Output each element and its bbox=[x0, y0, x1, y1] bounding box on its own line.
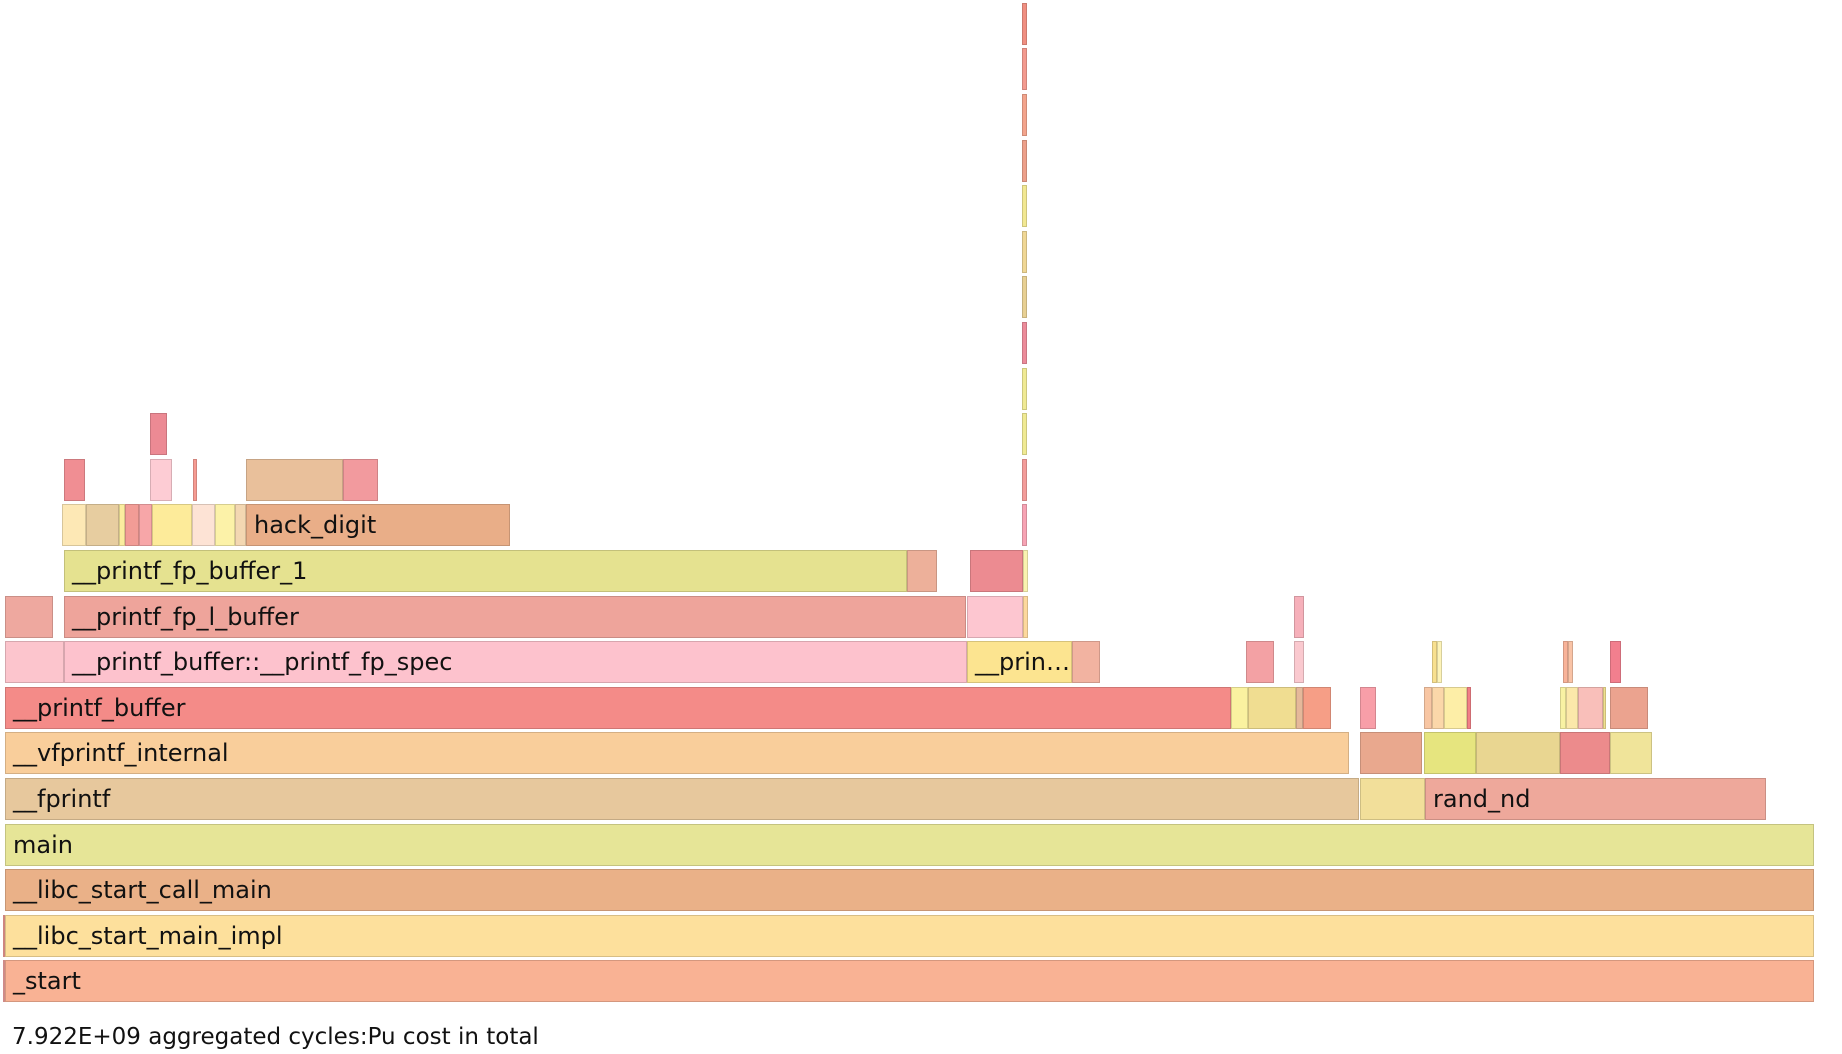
frame-prin[interactable]: __prin… bbox=[967, 641, 1072, 684]
frame-55[interactable] bbox=[152, 504, 192, 547]
frame-printf-fp-buffer-1[interactable]: __printf_fp_buffer_1 bbox=[64, 550, 907, 592]
frame-33[interactable] bbox=[1072, 641, 1100, 684]
frame-label: __fprintf bbox=[13, 785, 111, 813]
frame-66[interactable] bbox=[1022, 458, 1027, 501]
frame-74[interactable] bbox=[1022, 139, 1027, 182]
frame-12[interactable] bbox=[1476, 732, 1560, 775]
frame-68[interactable] bbox=[1022, 413, 1027, 456]
frame-75[interactable] bbox=[1022, 94, 1027, 136]
total-cost-label: 7.922E+09 aggregated cycles:Pu cost in t… bbox=[12, 1024, 539, 1050]
frame-58[interactable] bbox=[235, 504, 246, 547]
frame-label: hack_digit bbox=[254, 511, 377, 540]
frame-label: __printf_buffer bbox=[13, 693, 186, 722]
frame-37[interactable] bbox=[1437, 641, 1442, 684]
frame-44[interactable] bbox=[1023, 595, 1028, 638]
frame-43[interactable] bbox=[967, 595, 1023, 638]
frame-19[interactable] bbox=[1303, 686, 1331, 729]
frame-70[interactable] bbox=[1022, 322, 1027, 364]
frame-2[interactable] bbox=[3, 914, 5, 957]
frame-14[interactable] bbox=[1610, 732, 1652, 775]
frame-25[interactable] bbox=[1560, 686, 1566, 729]
frame-22[interactable] bbox=[1432, 686, 1444, 729]
frame-16[interactable] bbox=[1231, 686, 1248, 729]
frame-48[interactable] bbox=[970, 550, 1023, 592]
frame-45[interactable] bbox=[1294, 595, 1304, 638]
frame-35[interactable] bbox=[1294, 641, 1304, 684]
frame-72[interactable] bbox=[1022, 230, 1027, 273]
frame-36[interactable] bbox=[1432, 641, 1437, 684]
frame-30[interactable] bbox=[5, 641, 64, 684]
frame-fprintf[interactable]: __fprintf bbox=[5, 778, 1359, 820]
frame-51[interactable] bbox=[86, 504, 119, 547]
frame-printf-fp-l-buffer[interactable]: __printf_fp_l_buffer bbox=[64, 595, 966, 638]
frame-38[interactable] bbox=[1563, 641, 1568, 684]
frame-40[interactable] bbox=[1610, 641, 1621, 684]
frame-label: __libc_start_main_impl bbox=[13, 921, 283, 950]
frame-label: __libc_start_call_main bbox=[13, 876, 272, 905]
frame-printf-buffer-printf-fp-spec[interactable]: __printf_buffer::__printf_fp_spec bbox=[64, 641, 967, 684]
frame-7[interactable] bbox=[1360, 778, 1425, 820]
frame-label: __printf_fp_l_buffer bbox=[72, 602, 299, 631]
frame-main[interactable]: main bbox=[5, 823, 1814, 866]
frame-67[interactable] bbox=[150, 413, 167, 456]
frame-0[interactable] bbox=[3, 960, 5, 1003]
frame-47[interactable] bbox=[907, 550, 937, 592]
frame-71[interactable] bbox=[1022, 276, 1027, 319]
frame-57[interactable] bbox=[215, 504, 235, 547]
frame-label: __printf_buffer::__printf_fp_spec bbox=[72, 648, 453, 677]
frame-26[interactable] bbox=[1566, 686, 1578, 729]
frame-label: __prin… bbox=[975, 648, 1070, 677]
frame-28[interactable] bbox=[1603, 686, 1606, 729]
frame-60[interactable] bbox=[1022, 504, 1027, 547]
frame-34[interactable] bbox=[1246, 641, 1274, 684]
frame-10[interactable] bbox=[1360, 732, 1422, 775]
frame-label: main bbox=[13, 830, 73, 859]
frame-start[interactable]: _start bbox=[5, 960, 1814, 1003]
frame-54[interactable] bbox=[139, 504, 152, 547]
frame-63[interactable] bbox=[193, 458, 197, 501]
frame-29[interactable] bbox=[1610, 686, 1648, 729]
frame-label: rand_nd bbox=[1433, 785, 1531, 813]
frame-77[interactable] bbox=[1022, 2, 1027, 45]
frame-hack-digit[interactable]: hack_digit bbox=[246, 504, 510, 547]
frame-52[interactable] bbox=[119, 504, 125, 547]
frame-label: __printf_fp_buffer_1 bbox=[72, 557, 308, 585]
frame-libc-start-main-impl[interactable]: __libc_start_main_impl bbox=[5, 914, 1814, 957]
frame-73[interactable] bbox=[1022, 185, 1027, 228]
frame-rand-nd[interactable]: rand_nd bbox=[1425, 778, 1766, 820]
frame-69[interactable] bbox=[1022, 367, 1027, 410]
frame-11[interactable] bbox=[1424, 732, 1476, 775]
frame-17[interactable] bbox=[1248, 686, 1296, 729]
frame-56[interactable] bbox=[192, 504, 215, 547]
frame-41[interactable] bbox=[5, 595, 53, 638]
frame-61[interactable] bbox=[64, 458, 85, 501]
frame-label: _start bbox=[13, 967, 81, 996]
frame-23[interactable] bbox=[1444, 686, 1467, 729]
frame-18[interactable] bbox=[1296, 686, 1303, 729]
frame-20[interactable] bbox=[1360, 686, 1376, 729]
frame-39[interactable] bbox=[1568, 641, 1573, 684]
frame-27[interactable] bbox=[1578, 686, 1603, 729]
frame-64[interactable] bbox=[246, 458, 343, 501]
frame-62[interactable] bbox=[150, 458, 172, 501]
frame-24[interactable] bbox=[1467, 686, 1471, 729]
frame-50[interactable] bbox=[62, 504, 86, 547]
frame-printf-buffer[interactable]: __printf_buffer bbox=[5, 686, 1231, 729]
frame-53[interactable] bbox=[125, 504, 139, 547]
frame-13[interactable] bbox=[1560, 732, 1610, 775]
frame-label: __vfprintf_internal bbox=[13, 739, 229, 768]
frame-76[interactable] bbox=[1022, 48, 1027, 91]
frame-vfprintf-internal[interactable]: __vfprintf_internal bbox=[5, 732, 1349, 775]
frame-libc-start-call-main[interactable]: __libc_start_call_main bbox=[5, 869, 1814, 912]
frame-21[interactable] bbox=[1424, 686, 1432, 729]
frame-65[interactable] bbox=[343, 458, 378, 501]
frame-49[interactable] bbox=[1023, 550, 1028, 592]
